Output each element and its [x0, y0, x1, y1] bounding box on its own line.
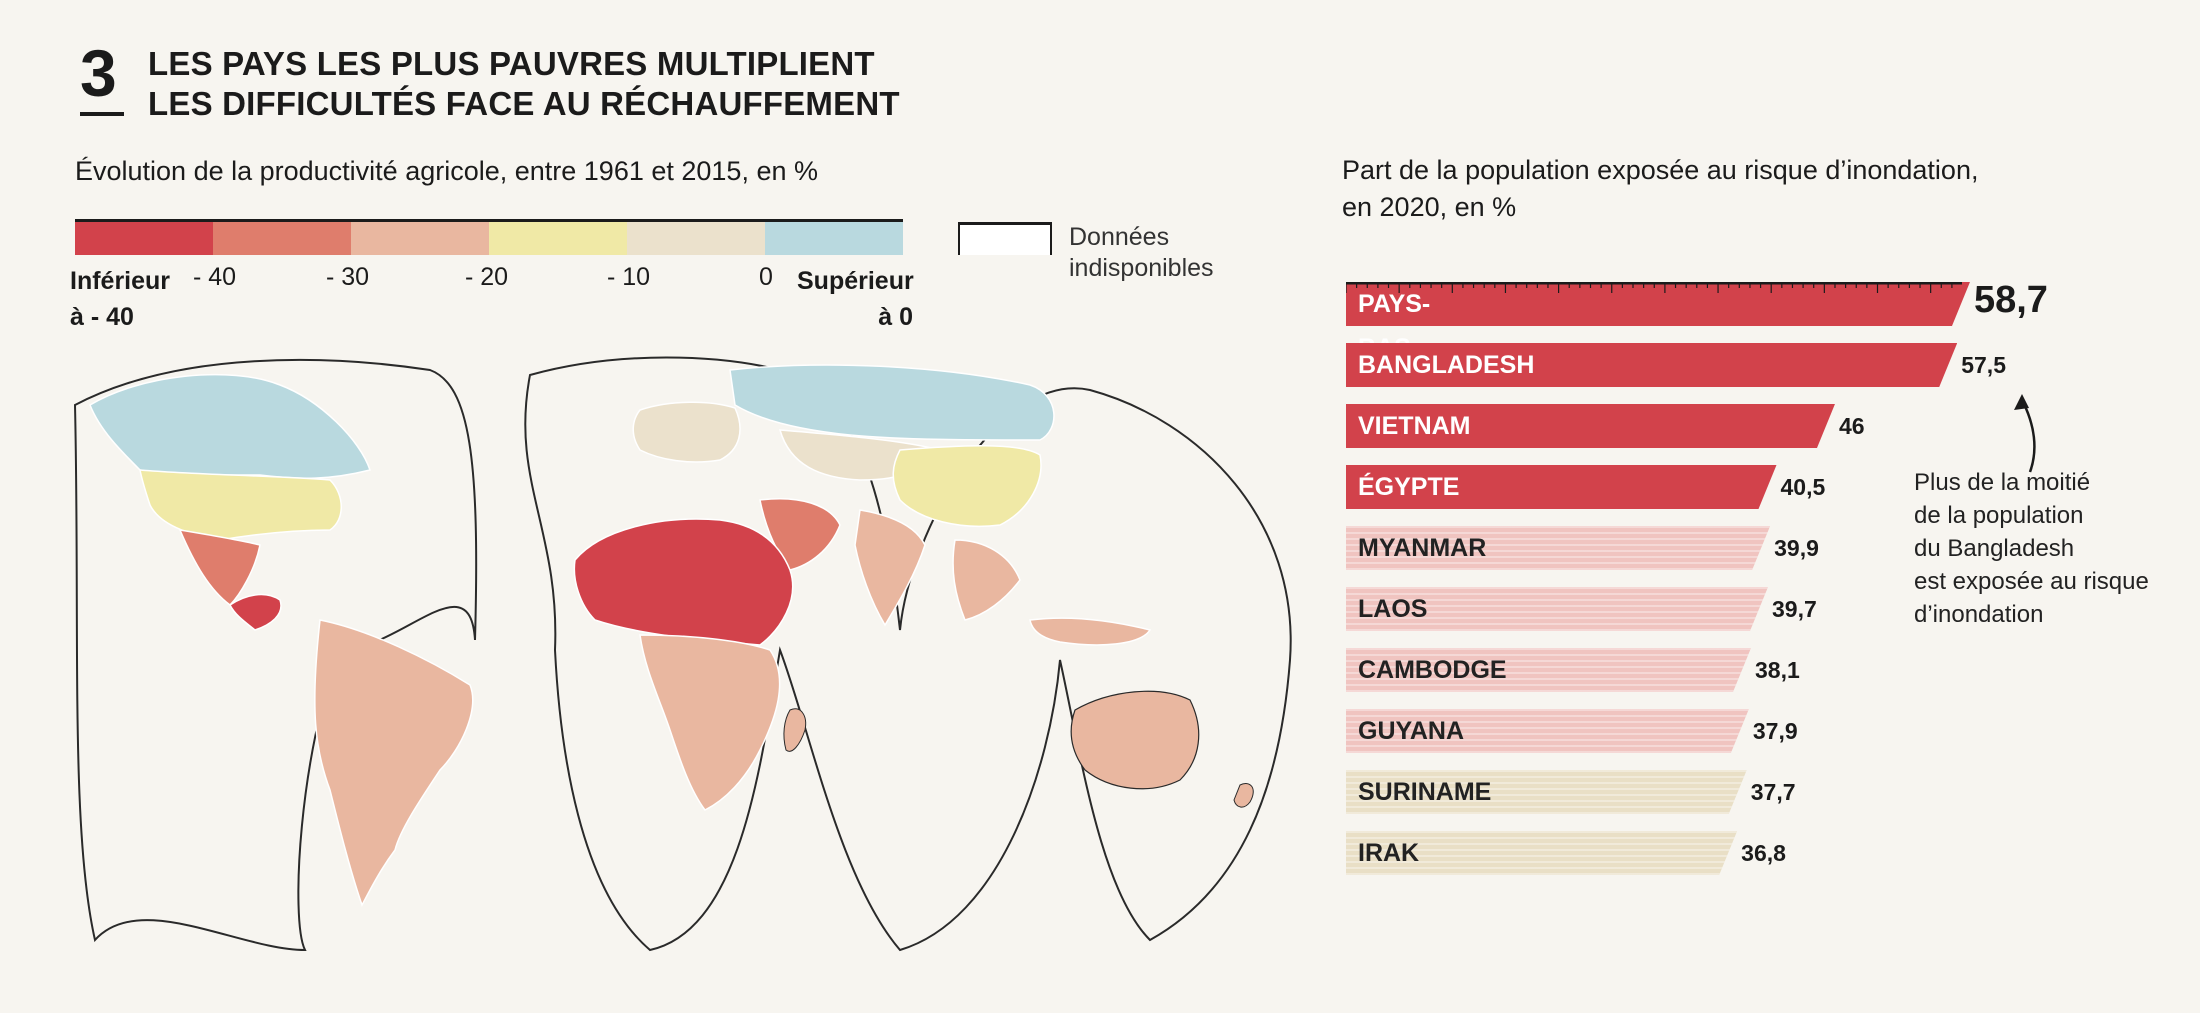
legend-tick-minus40: - 40 — [193, 263, 237, 291]
map-russia — [729, 364, 1055, 441]
map-europe — [632, 401, 741, 463]
chart-title-line-2: en 2020, en % — [1342, 192, 1517, 222]
map-south-america — [314, 619, 474, 907]
map-china — [892, 444, 1042, 528]
legend-swatch-2 — [351, 222, 489, 255]
legend-low-line-2: à - 40 — [70, 303, 134, 331]
legend-tick-minus20: - 20 — [465, 263, 509, 291]
bar-value-5: 39,7 — [1772, 596, 1817, 622]
map-southeast-asia — [952, 539, 1021, 621]
bar-label-5: LAOS — [1358, 595, 1428, 623]
bar-4 — [1346, 526, 1770, 570]
bar-value-3: 40,5 — [1780, 474, 1826, 500]
bar-6 — [1346, 648, 1751, 692]
chart-title-line-1: Part de la population exposée au risque … — [1342, 155, 1979, 185]
map-indonesia — [1029, 617, 1152, 646]
legend-tick-minus30: - 30 — [326, 263, 370, 291]
bar-label-3: ÉGYPTE — [1358, 473, 1460, 501]
bar-0 — [1346, 282, 1970, 326]
chart-title: Part de la population exposée au risque … — [1342, 152, 1978, 226]
map-outline-eurafrica — [524, 356, 1292, 952]
annotation-line-1: Plus de la moitié — [1914, 469, 2091, 496]
bar-value-6: 38,1 — [1755, 657, 1800, 683]
bar-7 — [1346, 709, 1749, 753]
bangladesh-annotation: Plus de la moitié de la population du Ba… — [1914, 466, 2149, 631]
bar-label-6: CAMBODGE — [1358, 656, 1507, 684]
map-north-america-north — [89, 373, 371, 479]
bar-label-2: VIETNAM — [1358, 412, 1471, 440]
map-subtitle: Évolution de la productivité agricole, e… — [75, 156, 818, 186]
legend-swatch-1 — [213, 222, 351, 255]
map-north-africa — [573, 518, 794, 646]
bar-ruler — [1346, 282, 1962, 293]
legend-high-label: Supérieur à 0 — [797, 263, 914, 335]
legend-swatch-3 — [489, 222, 627, 255]
legend-low-label: Inférieur à - 40 — [70, 263, 170, 335]
legend-no-data-label: Données indisponibles — [1069, 222, 1214, 284]
figure-number-rule — [80, 112, 124, 116]
bar-value-9: 36,8 — [1741, 840, 1786, 866]
title-line-2: LES DIFFICULTÉS FACE AU RÉCHAUFFEMENT — [148, 85, 900, 122]
title-line-1: LES PAYS LES PLUS PAUVRES MULTIPLIENT — [148, 45, 875, 82]
world-map — [73, 356, 1292, 952]
bar-label-7: GUYANA — [1358, 717, 1465, 745]
legend-tick-zero: 0 — [759, 263, 773, 291]
annotation-line-5: d’inondation — [1914, 601, 2044, 628]
bar-label-4: MYANMAR — [1358, 534, 1487, 562]
no-data-line-1: Données — [1069, 223, 1170, 251]
bar-label-9: IRAK — [1358, 839, 1420, 867]
map-usa — [139, 469, 342, 541]
bar-label-1: BANGLADESH — [1358, 351, 1535, 379]
bar-value-2: 46 — [1838, 413, 1865, 439]
annotation-line-4: est exposée au risque — [1914, 568, 2149, 595]
bar-3 — [1346, 465, 1777, 509]
bar-2 — [1346, 404, 1835, 448]
figure-number: 3 — [80, 36, 117, 110]
legend-swatch-0 — [75, 222, 213, 255]
bar-1 — [1346, 343, 1957, 387]
annotation-line-2: de la population — [1914, 502, 2084, 529]
map-legend-scale — [75, 219, 903, 255]
bar-value-1: 57,5 — [1961, 352, 2006, 378]
annotation-arrow — [2014, 394, 2036, 473]
bar-value-4: 39,9 — [1774, 535, 1819, 561]
legend-swatch-5 — [765, 222, 903, 255]
bar-9 — [1346, 831, 1737, 875]
map-new-zealand — [1233, 783, 1254, 808]
bar-5 — [1346, 587, 1768, 631]
map-sub-saharan-africa — [639, 634, 781, 811]
no-data-line-2: indisponibles — [1069, 254, 1214, 282]
legend-tick-minus10: - 10 — [607, 263, 651, 291]
legend-swatch-4 — [627, 222, 765, 255]
map-madagascar — [783, 708, 807, 752]
legend-no-data-swatch — [958, 222, 1052, 255]
bar-value-0: 58,7 — [1973, 279, 2048, 321]
legend-high-line-1: Supérieur — [797, 267, 914, 295]
bar-8 — [1346, 770, 1747, 814]
map-central-america — [229, 593, 282, 631]
bar-value-8: 37,7 — [1750, 779, 1796, 805]
annotation-line-3: du Bangladesh — [1914, 535, 2075, 562]
bar-value-7: 37,9 — [1752, 718, 1798, 744]
map-india — [854, 509, 926, 627]
map-australia — [1070, 690, 1200, 790]
legend-high-line-2: à 0 — [878, 303, 913, 331]
legend-low-line-1: Inférieur — [70, 267, 171, 295]
map-mexico — [178, 529, 261, 606]
figure-title: LES PAYS LES PLUS PAUVRES MULTIPLIENT LE… — [148, 44, 900, 124]
bar-label-8: SURINAME — [1358, 778, 1492, 806]
